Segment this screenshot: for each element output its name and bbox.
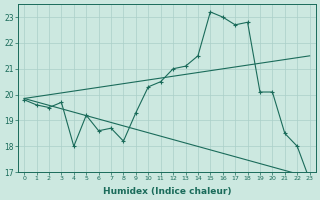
X-axis label: Humidex (Indice chaleur): Humidex (Indice chaleur) — [103, 187, 231, 196]
